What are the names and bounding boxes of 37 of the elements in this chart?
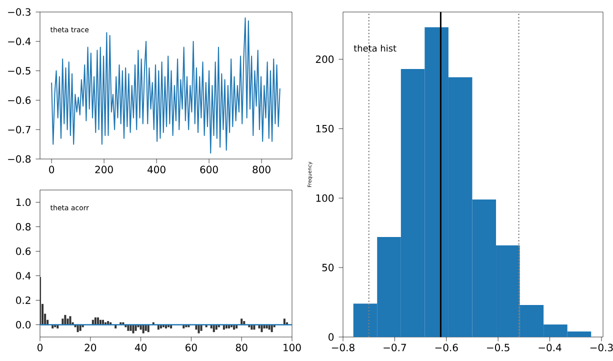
x-tick-label: −0.3: [590, 344, 613, 352]
y-tick-label: 0.0: [16, 320, 31, 329]
x-tick-label: 80: [236, 344, 248, 352]
y-tick-label: 0.4: [16, 272, 31, 280]
y-tick-label: 0.6: [16, 247, 31, 256]
x-tick-label: −0.7: [384, 344, 406, 352]
x-tick-label: 400: [148, 166, 166, 174]
y-tick-label: 0.2: [16, 296, 30, 304]
bar: [64, 314, 66, 325]
y-tick-label: 100: [316, 194, 334, 202]
y-tick-label: −0.4: [8, 38, 31, 46]
annotation: theta hist: [354, 44, 396, 52]
y-tick-label: 150: [316, 124, 334, 132]
x-tick-label: 600: [200, 166, 218, 174]
x-tick-label: 40: [134, 344, 146, 352]
x-tick-label: −0.6: [435, 344, 458, 352]
x-tick-label: 20: [84, 344, 96, 352]
y-tick-label: 1.0: [16, 198, 31, 206]
y-tick-label: −0.7: [8, 126, 30, 134]
x-tick-label: −0.4: [538, 344, 562, 352]
y-tick-label: −0.5: [8, 67, 30, 75]
y-tick-label: −0.3: [8, 8, 30, 16]
y-tick-label: 200: [316, 55, 334, 63]
y-tick-label: −0.6: [8, 96, 31, 104]
y-tick-label: 0: [328, 333, 334, 341]
y-tick-label: −0.8: [8, 155, 31, 163]
line-series: [51, 17, 280, 154]
x-tick-label: 60: [186, 344, 197, 352]
x-tick-label: −0.5: [487, 344, 510, 352]
x-tick-label: 800: [252, 166, 270, 174]
x-tick-label: 200: [95, 166, 113, 174]
y-tick-label: 0.8: [16, 222, 31, 231]
y-tick-label: 50: [322, 264, 334, 272]
x-tick-label: −0.8: [332, 344, 354, 352]
x-tick-label: 0: [37, 344, 43, 352]
x-tick-label: 0: [49, 166, 54, 174]
x-tick-label: 100: [284, 344, 301, 352]
